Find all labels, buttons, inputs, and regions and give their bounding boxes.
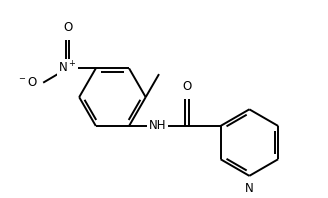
Text: N$^+$: N$^+$	[58, 61, 77, 76]
Text: NH: NH	[149, 119, 166, 132]
Text: O: O	[183, 80, 192, 93]
Text: N: N	[245, 182, 254, 195]
Text: $^-$O: $^-$O	[17, 76, 38, 89]
Text: O: O	[63, 21, 72, 34]
